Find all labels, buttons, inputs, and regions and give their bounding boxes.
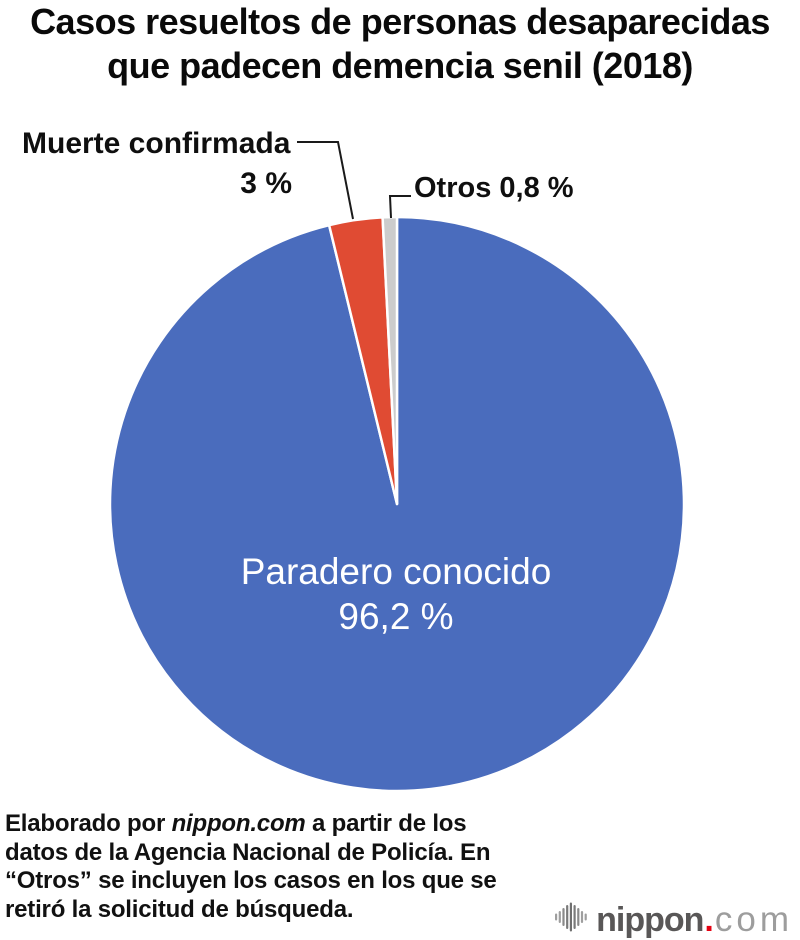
source-note-text: a partir de los bbox=[305, 810, 467, 837]
slice-value-paradero: 96,2 % bbox=[338, 596, 454, 637]
source-note-site-name: nippon.com bbox=[171, 810, 306, 837]
source-note-line-3: “Otros” se incluyen los casos en los que… bbox=[5, 867, 497, 894]
leader-line-muerte-confirmada bbox=[297, 141, 354, 220]
chart-title: Casos resueltos de personas desaparecida… bbox=[30, 1, 770, 86]
logo-tld: com bbox=[714, 900, 793, 939]
slice-label-paradero-name: Paradero conocido bbox=[240, 551, 552, 592]
pie-slice-otros bbox=[381, 215, 399, 506]
source-note-line-1: Elaborado por nippon.com a partir de los bbox=[5, 810, 497, 839]
slice-value-muerte-confirmada: 3 % bbox=[240, 167, 292, 200]
slice-label-muerte-confirmada: Muerte confirmada bbox=[22, 127, 291, 160]
logo-wordmark: nippon bbox=[596, 901, 704, 939]
source-note-text: Elaborado por bbox=[5, 810, 172, 837]
source-note-line-2: datos de la Agencia Nacional de Policía.… bbox=[5, 838, 491, 866]
slice-label-paradero-conocido: Paradero conocido 96,2 % bbox=[196, 549, 596, 639]
leader-line-otros bbox=[388, 195, 411, 219]
nippon-com-logo: nippon . com bbox=[555, 893, 793, 937]
logo-dot: . bbox=[704, 901, 714, 939]
pie-slices bbox=[108, 215, 686, 793]
source-note: Elaborado por nippon.com a partir de los… bbox=[5, 810, 497, 924]
slice-label-otros: Otros 0,8 % bbox=[414, 172, 574, 204]
sound-wave-icon bbox=[555, 902, 587, 932]
source-note-line-4: retiró la solicitud de búsqueda. bbox=[5, 895, 354, 923]
